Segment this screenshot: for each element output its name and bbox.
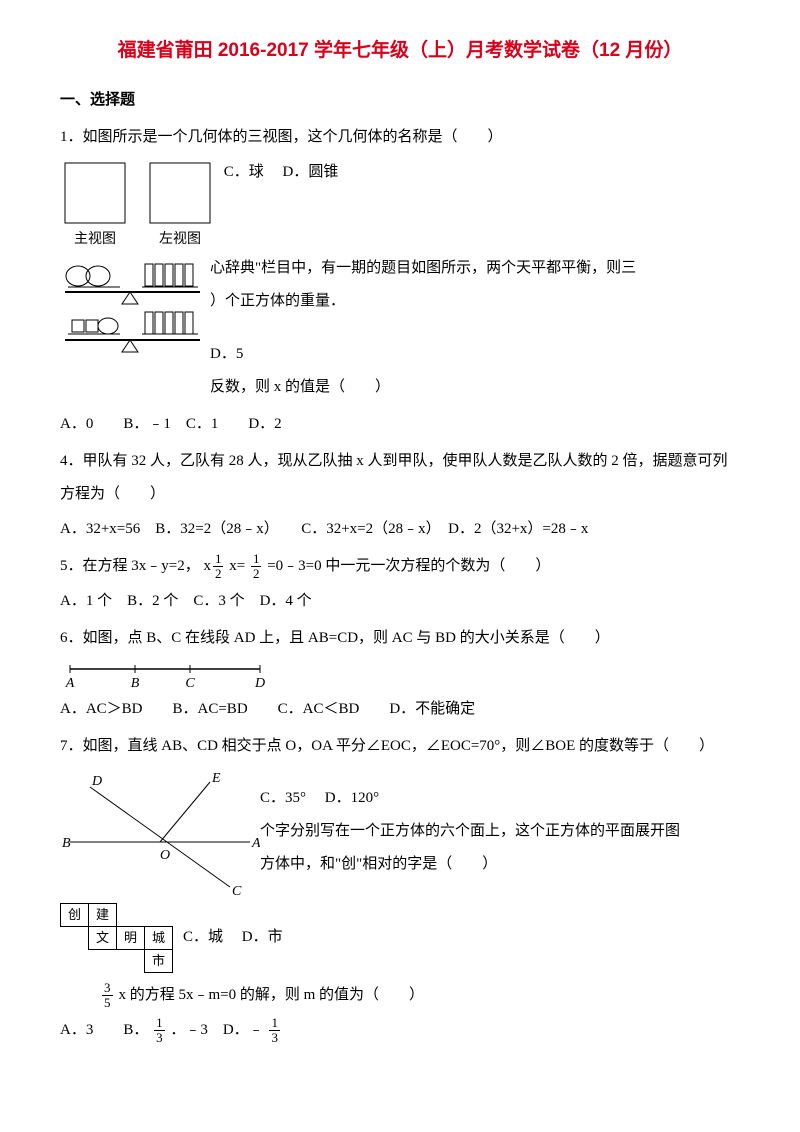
- q8-option-c: C．城: [183, 929, 223, 945]
- q8-figure: 创 建 文 明 城 市 C．城 D．市: [60, 901, 740, 975]
- cube-net-icon: 创 建 文 明 城 市: [60, 903, 173, 973]
- three-view-icon: 主视图 左视图: [60, 158, 220, 248]
- q7-label-o: O: [160, 848, 170, 863]
- q7-label-b: B: [62, 836, 71, 851]
- q9-fracd-num: 1: [269, 1016, 280, 1031]
- q6-options: A．AC＞BD B．AC=BD C．AC＜BD D．不能确定: [60, 693, 740, 726]
- q3-options: A．0 B．﹣1 C．1 D．2: [60, 408, 740, 441]
- line-segment-icon: A B C D: [60, 657, 270, 693]
- q5-mid: x=: [229, 558, 245, 574]
- q9-fracb-num: 1: [154, 1016, 165, 1031]
- q5-frac2-den: 2: [251, 567, 262, 581]
- q9-option-a: A．3 B．: [60, 1022, 148, 1038]
- q5-frac1-num: 1: [213, 552, 224, 567]
- q7-label-a: A: [251, 836, 260, 851]
- q8-line2: 方体中，和"创"相对的字是（ ）: [260, 848, 680, 881]
- net-cell: 明: [117, 926, 145, 949]
- q7-figure: D E B O A C C．35° D．120° 个字分别写在一个正方体的六个面…: [60, 767, 740, 897]
- q1-stem: 1．如图所示是一个几何体的三视图，这个几何体的名称是（ ）: [60, 129, 503, 145]
- q6-figure: A B C D: [60, 657, 740, 693]
- net-cell: 建: [89, 903, 117, 926]
- q9-fracb-den: 3: [154, 1031, 165, 1045]
- question-4: 4．甲队有 32 人，乙队有 28 人，现从乙队抽 x 人到甲队，使甲队人数是乙…: [60, 445, 740, 511]
- q9-stem: x 的方程 5x﹣m=0 的解，则 m 的值为（ ）: [119, 979, 425, 1012]
- q9-option-c: ．﹣3 D．﹣: [170, 1022, 263, 1038]
- q4-options: A．32+x=56 B．32=2（28﹣x） C．32+x=2（28﹣x） D．…: [60, 513, 740, 546]
- section-1-header: 一、选择题: [60, 84, 740, 117]
- q7-option-d: D．120°: [325, 790, 379, 806]
- q9-fracd-den: 3: [269, 1031, 280, 1045]
- q1-figure: 主视图 左视图 C．球 D．圆锥: [60, 158, 740, 248]
- question-9: 35 x 的方程 5x﹣m=0 的解，则 m 的值为（ ）: [60, 979, 740, 1012]
- q9-options: A．3 B． 13 ．﹣3 D．﹣ 13: [60, 1014, 740, 1047]
- question-1: 1．如图所示是一个几何体的三视图，这个几何体的名称是（ ）: [60, 121, 740, 154]
- q5-frac1-den: 2: [213, 567, 224, 581]
- q6-label-a: A: [65, 676, 75, 691]
- front-view-label: 主视图: [74, 231, 116, 247]
- question-5: 5．在方程 3x﹣y=2， x12 x= 12 =0﹣3=0 中一元一次方程的个…: [60, 550, 740, 583]
- net-cell: 市: [145, 949, 173, 972]
- q3-stem: 反数，则 x 的值是（ ）: [210, 371, 740, 404]
- q9-frac35-den: 5: [102, 996, 113, 1010]
- balance-scale-icon: [60, 252, 210, 372]
- q8-option-d: D．市: [242, 929, 283, 945]
- q5-stem-b: =0﹣3=0 中一元一次方程的个数为（ ）: [267, 558, 550, 574]
- q7-label-c: C: [232, 884, 242, 897]
- q8-line1: 个字分别写在一个正方体的六个面上，这个正方体的平面展开图: [260, 815, 680, 848]
- q7-label-d: D: [91, 774, 102, 789]
- q2-option-d: D．5: [210, 338, 740, 371]
- q6-label-b: B: [131, 676, 140, 691]
- q6-label-d: D: [254, 676, 265, 691]
- intersecting-lines-icon: D E B O A C: [60, 767, 260, 897]
- exam-title: 福建省莆田 2016-2017 学年七年级（上）月考数学试卷（12 月份）: [60, 30, 740, 72]
- q5-options: A．1 个 B．2 个 C．3 个 D．4 个: [60, 585, 740, 618]
- q5-stem-a: 5．在方程 3x﹣y=2，: [60, 558, 200, 574]
- side-view-label: 左视图: [159, 231, 201, 247]
- net-cell: 城: [145, 926, 173, 949]
- q1-option-d: D．圆锥: [283, 164, 339, 180]
- q2-figure: 心辞典"栏目中，有一期的题目如图所示，两个天平都平衡，则三 ）个正方体的重量． …: [60, 252, 740, 404]
- question-6: 6．如图，点 B、C 在线段 AD 上，且 AB=CD，则 AC 与 BD 的大…: [60, 622, 740, 655]
- q7-option-c: C．35°: [260, 790, 306, 806]
- question-7: 7．如图，直线 AB、CD 相交于点 O，OA 平分∠EOC，∠EOC=70°，…: [60, 730, 740, 763]
- q2-line2: ）个正方体的重量．: [210, 285, 740, 318]
- q6-label-c: C: [185, 676, 195, 691]
- net-cell: 创: [61, 903, 89, 926]
- q5-frac2-num: 1: [251, 552, 262, 567]
- q7-label-e: E: [211, 771, 221, 786]
- q2-line1: 心辞典"栏目中，有一期的题目如图所示，两个天平都平衡，则三: [210, 252, 740, 285]
- q1-option-c: C．球: [224, 164, 264, 180]
- net-cell: 文: [89, 926, 117, 949]
- q9-frac35-num: 3: [102, 981, 113, 996]
